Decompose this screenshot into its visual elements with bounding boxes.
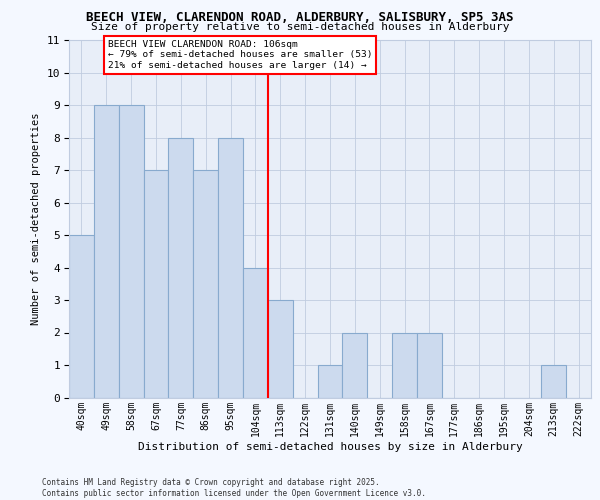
Y-axis label: Number of semi-detached properties: Number of semi-detached properties xyxy=(31,112,41,325)
Bar xyxy=(169,138,193,398)
Bar xyxy=(317,365,343,398)
Bar xyxy=(143,170,169,398)
Bar xyxy=(218,138,243,398)
Bar xyxy=(417,332,442,398)
X-axis label: Distribution of semi-detached houses by size in Alderbury: Distribution of semi-detached houses by … xyxy=(137,442,523,452)
Text: Contains HM Land Registry data © Crown copyright and database right 2025.
Contai: Contains HM Land Registry data © Crown c… xyxy=(42,478,426,498)
Bar xyxy=(392,332,417,398)
Bar xyxy=(69,235,94,398)
Bar xyxy=(343,332,367,398)
Bar xyxy=(268,300,293,398)
Bar xyxy=(119,105,143,398)
Bar xyxy=(94,105,119,398)
Bar xyxy=(243,268,268,398)
Text: BEECH VIEW CLARENDON ROAD: 106sqm
← 79% of semi-detached houses are smaller (53): BEECH VIEW CLARENDON ROAD: 106sqm ← 79% … xyxy=(107,40,372,70)
Text: BEECH VIEW, CLARENDON ROAD, ALDERBURY, SALISBURY, SP5 3AS: BEECH VIEW, CLARENDON ROAD, ALDERBURY, S… xyxy=(86,11,514,24)
Bar xyxy=(541,365,566,398)
Bar xyxy=(193,170,218,398)
Text: Size of property relative to semi-detached houses in Alderbury: Size of property relative to semi-detach… xyxy=(91,22,509,32)
